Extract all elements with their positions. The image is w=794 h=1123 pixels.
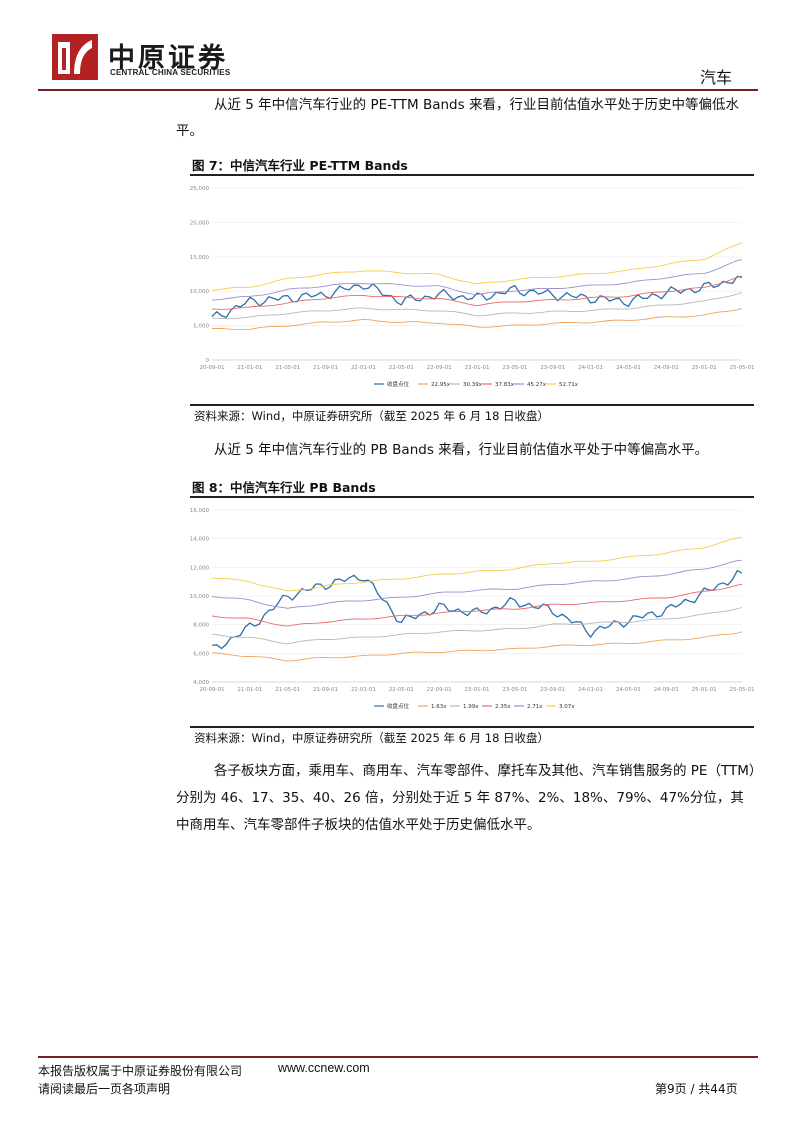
legend-label: 37.83x [495, 382, 515, 388]
figure-7-bottom-rule [190, 404, 754, 406]
footer-website-link[interactable]: www.ccnew.com [278, 1061, 370, 1075]
series-line [211, 584, 743, 627]
series-line [211, 292, 743, 320]
y-tick-label: 16,000 [190, 508, 209, 514]
x-tick-label: 21-01-01 [237, 365, 262, 371]
figure-7-source: 资料来源：Wind，中原证券研究所（截至 2025 年 6 月 18 日收盘） [194, 409, 550, 423]
x-tick-label: 22-09-01 [427, 687, 452, 693]
logo-emblem [52, 34, 98, 80]
x-tick-label: 24-01-01 [578, 365, 603, 371]
figure-7-top-rule [190, 174, 754, 176]
y-tick-label: 14,000 [190, 537, 209, 543]
pe-ttm-bands-chart: 0 5,000 10,000 15,000 20,000 25,000 20-09-01 21… [190, 186, 754, 388]
y-tick-label: 0 [206, 358, 210, 364]
footer-copyright: 本报告版权属于中原证券股份有限公司 [38, 1064, 243, 1078]
figure-8-source: 资料来源：Wind，中原证券研究所（截至 2025 年 6 月 18 日收盘） [194, 731, 550, 745]
series-line [211, 631, 743, 662]
legend-label: 30.39x [463, 382, 483, 388]
x-tick-label: 25-05-01 [730, 687, 754, 693]
y-tick-label: 20,000 [190, 220, 209, 226]
figure-8-top-rule [190, 496, 754, 498]
legend-label: 收盘点位 [387, 380, 410, 388]
x-tick-label: 23-01-01 [465, 687, 490, 693]
footer-divider [38, 1056, 758, 1058]
y-tick-label: 25,000 [190, 186, 209, 192]
x-tick-label: 22-05-01 [389, 365, 414, 371]
y-tick-label: 12,000 [190, 565, 209, 571]
x-tick-label: 20-09-01 [200, 365, 225, 371]
series-line [211, 259, 743, 301]
x-tick-label: 23-09-01 [540, 687, 565, 693]
x-tick-label: 23-09-01 [540, 365, 565, 371]
legend-label: 2.35x [495, 704, 511, 710]
x-tick-label: 21-09-01 [313, 687, 338, 693]
x-tick-label: 25-01-01 [692, 687, 717, 693]
x-tick-label: 24-05-01 [616, 365, 641, 371]
header-divider [38, 89, 758, 91]
x-tick-label: 24-01-01 [578, 687, 603, 693]
y-tick-label: 10,000 [190, 594, 209, 600]
y-tick-label: 10,000 [190, 289, 209, 295]
paragraph-pb-bands: 从近 5 年中信汽车行业的 PB Bands 来看，行业目前估值水平处于中等偏高… [214, 442, 709, 458]
x-tick-label: 21-01-01 [237, 687, 262, 693]
legend-label: 2.71x [527, 704, 543, 710]
y-tick-label: 5,000 [193, 324, 209, 330]
legend-label: 45.27x [527, 382, 547, 388]
x-tick-label: 23-05-01 [502, 687, 527, 693]
x-tick-label: 24-09-01 [654, 687, 679, 693]
footer-disclaimer: 请阅读最后一页各项声明 [38, 1082, 171, 1096]
x-tick-label: 22-05-01 [389, 687, 414, 693]
x-tick-label: 20-09-01 [200, 687, 225, 693]
paragraph-subsector-valuation: 各子板块方面，乘用车、商用车、汽车零部件、摩托车及其他、汽车销售服务的 PE（T… [176, 763, 756, 833]
x-tick-label: 21-05-01 [275, 365, 300, 371]
x-tick-label: 23-05-01 [502, 365, 527, 371]
x-tick-label: 22-01-01 [351, 365, 376, 371]
page-number: 第9页 / 共44页 [655, 1082, 738, 1096]
y-tick-label: 6,000 [193, 651, 209, 657]
x-tick-label: 21-05-01 [275, 687, 300, 693]
legend-label: 3.07x [559, 704, 575, 710]
figure-7-title: 图 7：中信汽车行业 PE-TTM Bands [192, 158, 408, 173]
x-tick-label: 23-01-01 [465, 365, 490, 371]
x-tick-label: 21-09-01 [313, 365, 338, 371]
x-tick-label: 24-09-01 [654, 365, 679, 371]
series-line [211, 275, 743, 310]
legend-label: 收盘点位 [387, 702, 410, 710]
legend-label: 22.95x [431, 382, 451, 388]
report-sector: 汽车 [700, 68, 733, 87]
y-tick-label: 15,000 [190, 255, 209, 261]
series-line [211, 607, 743, 645]
x-tick-label: 24-05-01 [616, 687, 641, 693]
legend-label: 52.71x [559, 382, 579, 388]
series-line [211, 307, 743, 331]
legend-label: 1.99x [463, 704, 479, 710]
pb-bands-chart: 4,000 6,000 8,000 10,000 12,000 14,000 16,000 2… [190, 508, 754, 710]
logo-chinese-name: 中原证券 [108, 43, 228, 74]
y-tick-label: 4,000 [193, 680, 209, 686]
paragraph-pe-bands: 从近 5 年中信汽车行业的 PE-TTM Bands 来看，行业目前估值水平处于… [176, 97, 739, 139]
x-tick-label: 22-09-01 [427, 365, 452, 371]
y-tick-label: 8,000 [193, 623, 209, 629]
legend-label: 1.63x [431, 704, 447, 710]
x-tick-label: 25-05-01 [730, 365, 754, 371]
logo-english-name: CENTRAL CHINA SECURITIES [110, 68, 231, 77]
series-line [211, 569, 743, 650]
figure-8-title: 图 8：中信汽车行业 PB Bands [192, 480, 376, 495]
series-line [211, 242, 743, 291]
series-line [211, 536, 743, 592]
figure-8-bottom-rule [190, 726, 754, 728]
x-tick-label: 25-01-01 [692, 365, 717, 371]
series-line [211, 559, 743, 609]
x-tick-label: 22-01-01 [351, 687, 376, 693]
series-line [211, 275, 743, 319]
